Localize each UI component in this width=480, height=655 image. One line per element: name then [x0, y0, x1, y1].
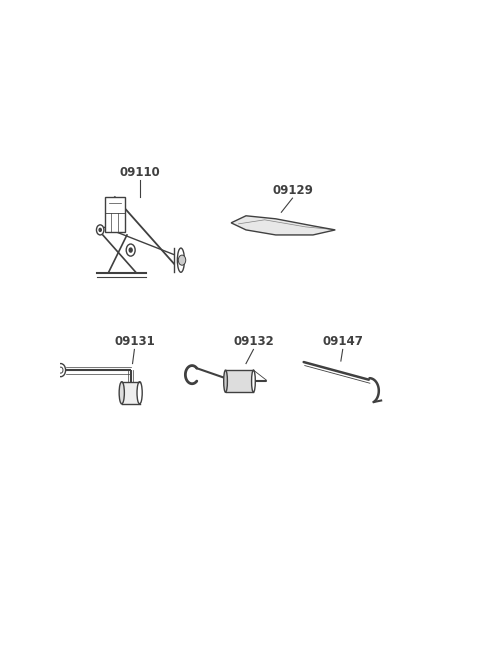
- Bar: [105, 197, 125, 233]
- Circle shape: [96, 225, 104, 235]
- Bar: [122, 382, 140, 404]
- Circle shape: [99, 229, 101, 231]
- Ellipse shape: [137, 382, 142, 404]
- Circle shape: [126, 244, 135, 256]
- Polygon shape: [231, 215, 335, 235]
- Text: 09147: 09147: [322, 335, 363, 348]
- Text: 09132: 09132: [233, 335, 274, 348]
- Circle shape: [56, 364, 66, 377]
- Ellipse shape: [119, 382, 124, 404]
- Text: 09131: 09131: [114, 335, 155, 348]
- Circle shape: [129, 248, 132, 252]
- Bar: [174, 248, 181, 272]
- Circle shape: [59, 367, 63, 373]
- Text: 09110: 09110: [120, 166, 160, 179]
- Ellipse shape: [252, 370, 255, 392]
- Ellipse shape: [224, 370, 228, 392]
- Circle shape: [178, 255, 186, 265]
- Bar: [226, 370, 253, 392]
- Text: 09129: 09129: [272, 184, 313, 197]
- Ellipse shape: [178, 248, 184, 272]
